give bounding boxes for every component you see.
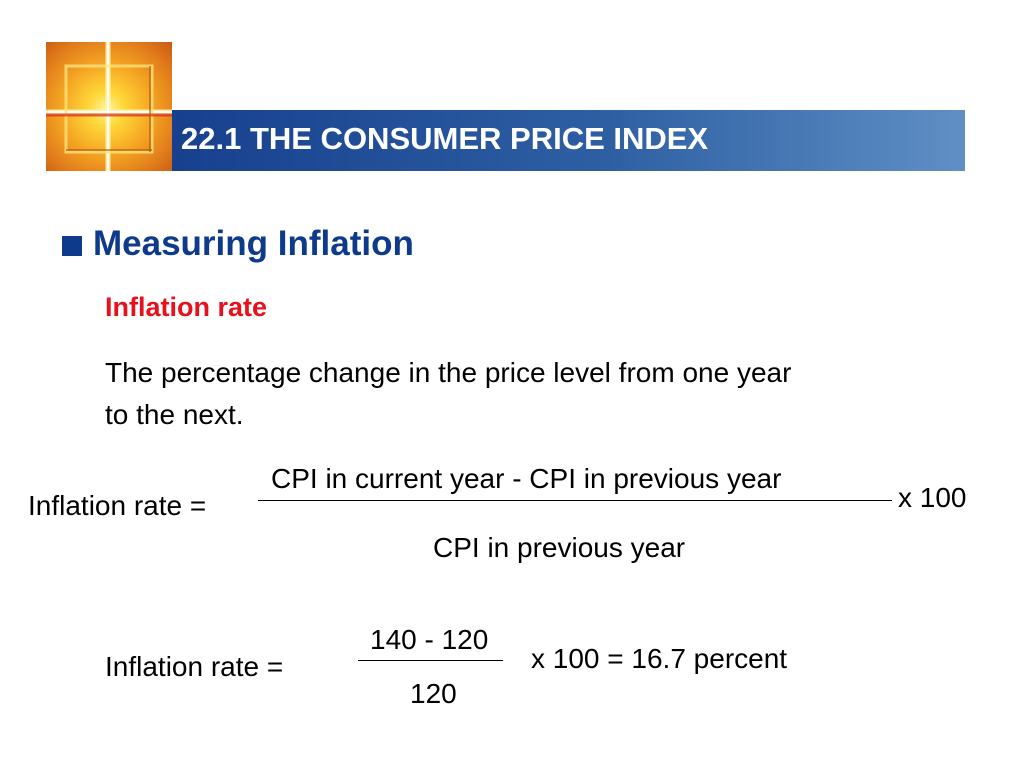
example-numerator: 140 - 120 [370,624,489,655]
formula-fraction-bar [258,500,892,501]
definition-line: to the next. [105,399,244,430]
title-bar [172,110,965,171]
cross-window-logo-icon [46,42,172,171]
page-title: 22.1 THE CONSUMER PRICE INDEX [181,121,709,156]
definition-text: The percentage change in the price level… [105,352,965,436]
example-label: Inflation rate = [105,651,284,682]
formula-denominator: CPI in previous year [433,532,686,563]
section-heading: Measuring Inflation [93,224,414,263]
formula-label: Inflation rate = [28,490,207,521]
formula-numerator: CPI in current year - CPI in previous ye… [271,463,782,494]
term-heading: Inflation rate [105,292,268,322]
formula-multiplier: x 100 [898,482,967,513]
square-bullet-icon [62,236,82,256]
example-denominator: 120 [410,678,457,709]
example-result: x 100 = 16.7 percent [531,643,788,674]
example-fraction-bar [358,660,503,661]
definition-line: The percentage change in the price level… [105,357,792,388]
